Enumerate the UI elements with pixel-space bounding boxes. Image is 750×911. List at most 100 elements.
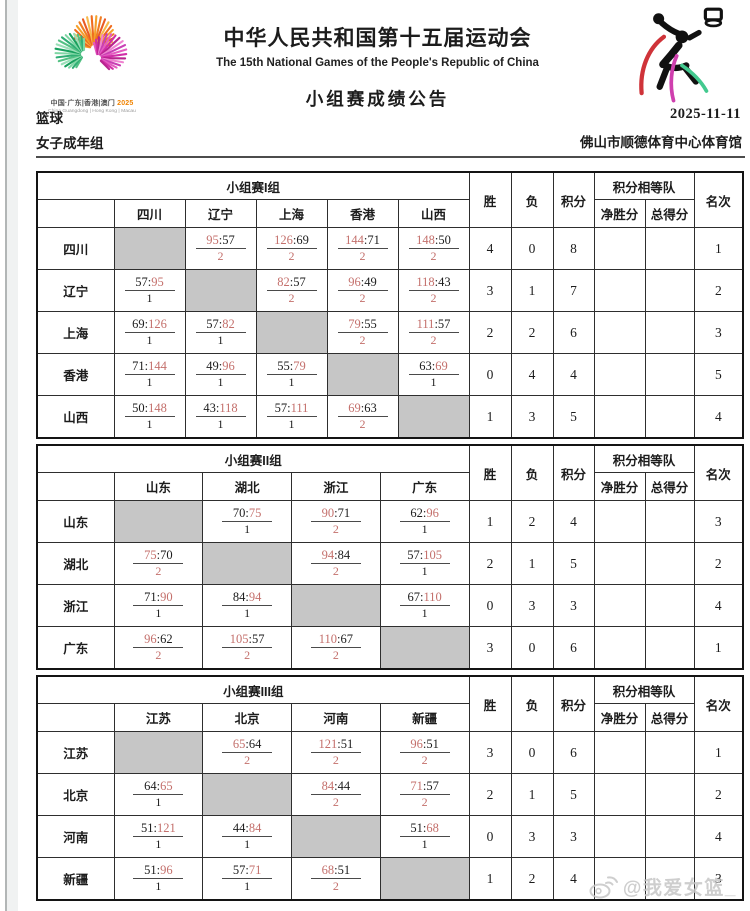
score-colon: : (334, 547, 338, 562)
team-row-label: 新疆 (36, 857, 115, 901)
score-left: 49 (206, 358, 219, 373)
score-colon: : (422, 736, 427, 751)
points-value: 6 (552, 626, 595, 670)
score-divider (399, 563, 450, 565)
points-value: 4 (552, 857, 595, 901)
score-colon: : (422, 778, 427, 793)
date-label: 2025-11-11 (669, 106, 741, 122)
total-points-value (644, 353, 695, 396)
points-value: 6 (552, 731, 595, 774)
col-total-points: 总得分 (644, 472, 695, 501)
score-cell: 63:69 1 (397, 353, 470, 396)
match-points: 1 (421, 522, 428, 537)
score-cell: 84:94 1 (202, 584, 292, 627)
score-divider (408, 374, 459, 376)
points-value: 5 (552, 542, 595, 585)
score-right: 96 (160, 862, 173, 877)
win-value: 2 (468, 542, 512, 585)
score-right: 69 (435, 358, 448, 373)
score-cell: 51:68 1 (379, 815, 470, 858)
score-colon: : (245, 505, 249, 520)
win-value: 2 (468, 773, 512, 816)
score-colon: : (215, 400, 220, 415)
score-left: 69 (348, 400, 361, 415)
loss-value: 3 (510, 584, 554, 627)
score-left: 84 (321, 778, 335, 793)
net-points-value (593, 542, 646, 585)
score-left: 51 (410, 820, 423, 835)
score-divider (133, 605, 184, 607)
score-left: 51 (141, 820, 154, 835)
score-right: 94 (248, 589, 262, 604)
rank-value: 2 (693, 773, 744, 816)
loss-value: 3 (510, 815, 554, 858)
col-win: 胜 (468, 675, 512, 732)
score-left: 51 (144, 862, 157, 877)
col-win: 胜 (468, 444, 512, 501)
net-points-value (593, 269, 646, 312)
win-value: 1 (468, 500, 512, 543)
col-loss: 负 (510, 444, 554, 501)
score-left: 121 (318, 736, 338, 751)
score-colon: : (337, 736, 341, 751)
games-emblem: 中国·广东|香港|澳门 2025 China Guangdong | Hong … (42, 12, 142, 114)
score-right: 105 (423, 547, 442, 562)
score-cell: 79:55 2 (326, 311, 399, 354)
score-cell: 105:57 2 (202, 626, 292, 670)
score-right: 71 (367, 232, 380, 247)
net-points-value (593, 353, 646, 396)
score-divider (266, 416, 317, 418)
score-colon: : (419, 589, 424, 604)
sport-label: 篮球 (36, 111, 63, 126)
match-points: 1 (146, 291, 153, 306)
loss-value: 0 (510, 731, 554, 774)
corner-cell (36, 472, 115, 501)
rank-value: 2 (693, 542, 744, 585)
score-right: 44 (337, 778, 351, 793)
score-left: 96 (410, 736, 423, 751)
diagonal-cell (202, 773, 292, 816)
score-divider (124, 332, 175, 334)
match-points: 1 (244, 879, 251, 894)
col-tiebreak: 积分相等队 (593, 444, 695, 473)
score-divider (195, 416, 246, 418)
score-colon: : (419, 547, 424, 562)
table-row: 江苏 65:64 2 121:51 2 96:51 2 3 0 6 1 (36, 731, 744, 774)
score-colon: : (147, 274, 152, 289)
score-colon: : (363, 232, 368, 247)
win-value: 0 (468, 815, 512, 858)
score-colon: : (434, 232, 439, 247)
score-left: 144 (345, 232, 364, 247)
score-right: 118 (219, 400, 238, 415)
team-row-label: 山东 (36, 500, 115, 543)
match-points: 2 (155, 564, 162, 579)
team-row-label: 广东 (36, 626, 115, 670)
col-loss: 负 (510, 171, 554, 228)
match-points: 1 (155, 606, 162, 621)
games-emblem-icon (54, 15, 128, 71)
score-cell: 70:75 1 (202, 500, 292, 543)
match-points: 1 (217, 333, 224, 348)
team-row-label: 四川 (36, 227, 115, 270)
score-right: 111 (290, 400, 309, 415)
match-points: 1 (155, 837, 162, 852)
score-left: 67 (407, 589, 420, 604)
score-cell: 144:71 2 (326, 227, 399, 270)
total-points-value (644, 227, 695, 270)
rank-value: 3 (693, 500, 744, 543)
total-points-value (644, 773, 695, 816)
col-total-points: 总得分 (644, 703, 695, 732)
score-cell: 90:71 2 (291, 500, 381, 543)
points-value: 4 (552, 500, 595, 543)
score-cell: 71:144 1 (113, 353, 186, 396)
team-column-header: 广东 (379, 472, 470, 501)
score-colon: : (245, 820, 249, 835)
score-left: 64 (144, 778, 157, 793)
col-rank: 名次 (693, 171, 744, 228)
score-left: 95 (206, 232, 219, 247)
points-value: 8 (552, 227, 595, 270)
diagonal-cell (202, 542, 292, 585)
header-divider (36, 156, 745, 158)
score-colon: : (287, 400, 291, 415)
table-row: 四川 95:57 2 126:69 2 144:71 2 148:50 2 4 0 8 1 (36, 227, 744, 270)
